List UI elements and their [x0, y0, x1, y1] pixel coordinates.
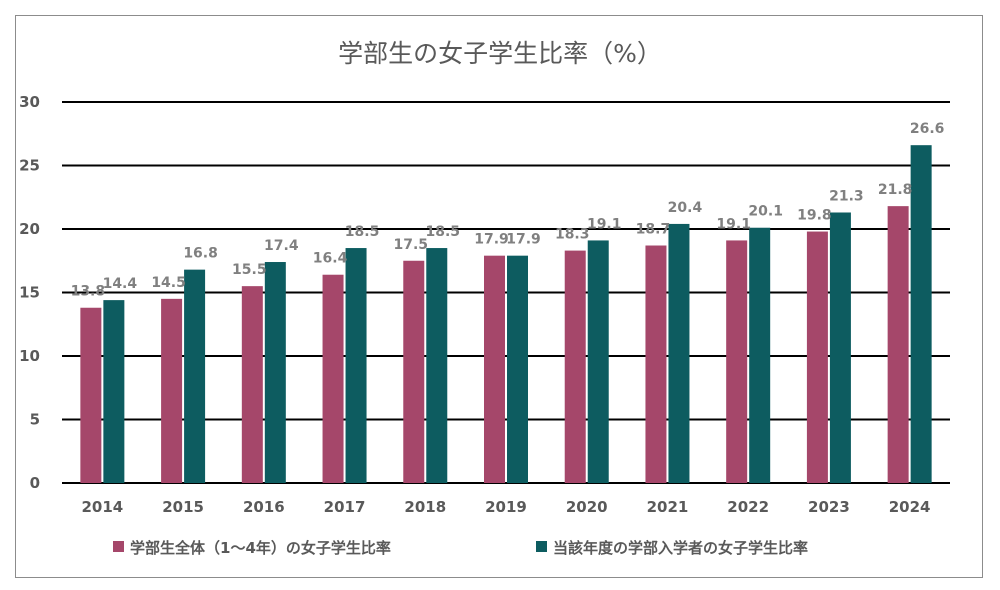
- y-tick-label: 30: [19, 93, 40, 111]
- y-axis-ticks: 0 5 10 15 20 25 30: [19, 93, 40, 492]
- x-tick-label: 2014: [81, 498, 123, 516]
- bar-series-2-2016: [264, 262, 286, 483]
- data-label-series-2-2017: 18.5: [345, 224, 380, 240]
- chart-title: 学部生の女子学生比率（%）: [338, 39, 662, 68]
- bar-series-2-2017: [345, 248, 367, 483]
- y-tick-label: 0: [30, 474, 40, 492]
- legend-label-series-2: 当該年度の学部入学者の女子学生比率: [553, 539, 808, 557]
- x-tick-label: 2015: [162, 498, 204, 516]
- y-tick-label: 10: [19, 347, 40, 365]
- bar-series-1-2020: [564, 250, 586, 483]
- data-label-series-2-2020: 19.1: [587, 216, 622, 232]
- bar-series-2-2024: [910, 145, 932, 483]
- x-tick-label: 2017: [324, 498, 366, 516]
- x-tick-label: 2019: [485, 498, 527, 516]
- bar-series-1-2022: [726, 240, 748, 483]
- bar-series-2-2020: [587, 240, 609, 483]
- data-label-series-2-2016: 17.4: [264, 238, 299, 254]
- x-tick-label: 2020: [566, 498, 608, 516]
- bar-series-1-2016: [241, 286, 263, 483]
- y-tick-label: 5: [30, 411, 40, 429]
- data-label-series-2-2021: 20.4: [668, 200, 703, 216]
- bar-series-1-2015: [161, 298, 183, 483]
- bar-series-2-2019: [507, 255, 528, 483]
- data-label-series-1-2023: 19.8: [797, 208, 832, 224]
- data-label-series-2-2023: 21.3: [829, 188, 864, 204]
- bar-series-2-2015: [184, 269, 206, 483]
- bar-series-1-2018: [403, 260, 425, 483]
- bar-series-1-2024: [887, 206, 909, 483]
- y-tick-label: 25: [19, 157, 40, 175]
- data-label-series-1-2022: 19.1: [716, 216, 751, 232]
- data-label-series-2-2018: 18.5: [425, 224, 460, 240]
- y-tick-label: 15: [19, 284, 40, 302]
- data-label-series-1-2021: 18.7: [636, 222, 671, 238]
- data-label-series-1-2024: 21.8: [878, 182, 913, 198]
- bar-series-1-2014: [80, 307, 102, 483]
- x-tick-label: 2024: [889, 498, 931, 516]
- data-label-series-1-2017: 16.4: [313, 251, 348, 267]
- bar-series-1-2019: [484, 255, 505, 483]
- data-label-series-1-2019: 17.9: [474, 232, 509, 248]
- data-label-series-2-2014: 14.4: [103, 276, 138, 292]
- data-label-series-2-2024: 26.6: [910, 121, 945, 137]
- bar-series-1-2023: [806, 231, 828, 483]
- bar-series-2-2022: [749, 227, 771, 483]
- bar-series-1-2021: [645, 245, 667, 483]
- data-labels: 13.814.4 14.516.815.517.416.418.517.518.5…: [71, 121, 945, 300]
- legend-label-series-1: 学部生全体（1～4年）の女子学生比率: [130, 539, 391, 557]
- y-tick-label: 20: [19, 220, 40, 238]
- data-label-series-1-2014: 13.8: [71, 284, 106, 300]
- legend-swatch-series-1: [113, 541, 124, 552]
- data-label-series-2-2015: 16.8: [183, 246, 218, 262]
- x-tick-label: 2021: [647, 498, 689, 516]
- legend-swatch-series-2: [536, 541, 547, 552]
- x-axis-ticks: 2014 2015 2016 2017 2018 2019 2020 2021 2022 2023…: [81, 498, 930, 516]
- bar-series-2-2018: [426, 248, 448, 483]
- x-tick-label: 2023: [808, 498, 850, 516]
- data-label-series-1-2018: 17.5: [393, 237, 428, 253]
- legend: 学部生全体（1～4年）の女子学生比率 当該年度の学部入学者の女子学生比率: [113, 539, 808, 557]
- data-label-series-1-2015: 14.5: [151, 275, 186, 291]
- bar-series-1-2017: [322, 274, 344, 483]
- bars: [80, 145, 932, 484]
- data-label-series-1-2020: 18.3: [555, 227, 590, 243]
- data-label-series-1-2016: 15.5: [232, 262, 267, 278]
- data-label-series-2-2019: 17.9: [506, 232, 541, 248]
- data-label-series-2-2022: 20.1: [748, 204, 783, 220]
- bar-series-2-2014: [103, 300, 125, 483]
- bar-series-2-2021: [668, 223, 690, 484]
- x-tick-label: 2018: [404, 498, 446, 516]
- x-tick-label: 2016: [243, 498, 285, 516]
- x-tick-label: 2022: [727, 498, 769, 516]
- gridlines: [62, 101, 950, 484]
- bar-series-2-2023: [829, 212, 851, 484]
